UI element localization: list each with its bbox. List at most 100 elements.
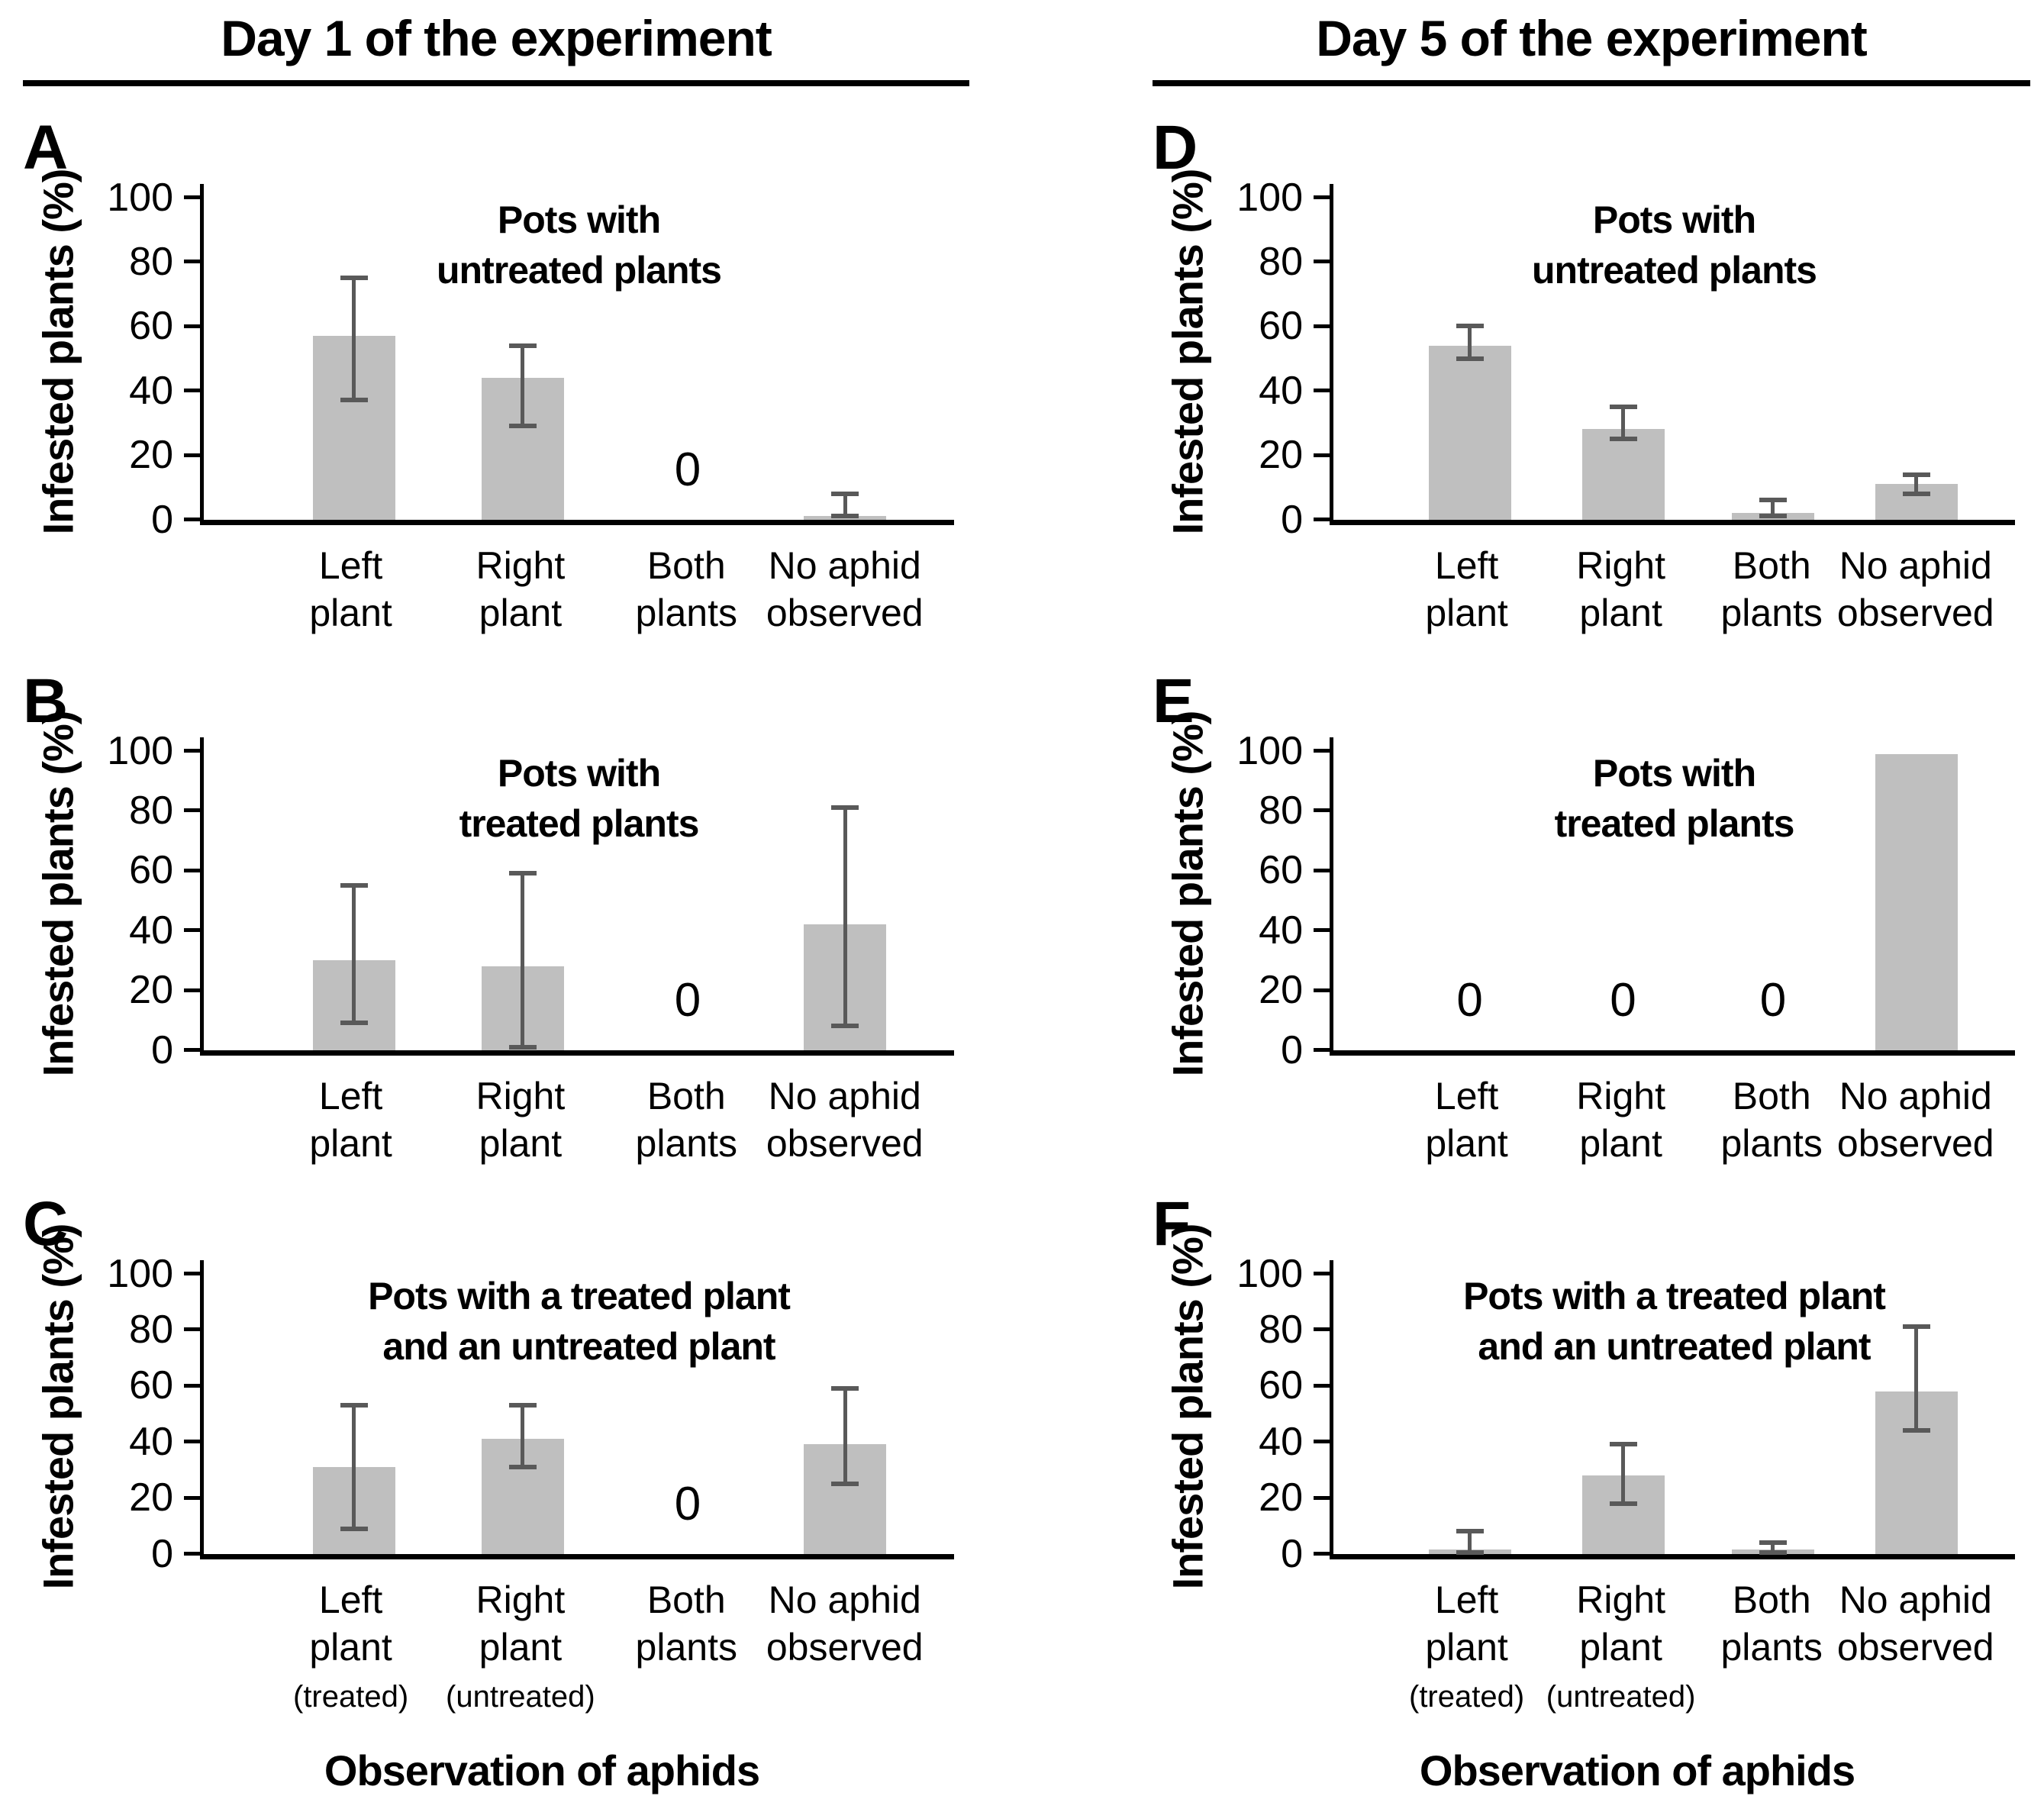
y-tick-label: 0 [1281, 1531, 1303, 1576]
y-axis-label: Infested plants (%) [34, 169, 82, 535]
error-bar [521, 345, 525, 427]
error-bar [352, 278, 356, 401]
plot-title: Pots with treated plants [1333, 748, 2015, 849]
x-tick-label-line: Right [1576, 1074, 1665, 1117]
y-tick-label: 20 [129, 968, 173, 1013]
x-tick-label-line: plant [479, 1122, 563, 1166]
plot-area-A: Pots with untreated plants 0 20 40 60 80 100 0 [107, 178, 954, 540]
x-tick-label-line: Both [646, 543, 726, 587]
y-tick-label: 100 [1236, 1251, 1303, 1296]
x-tick-label-line: plants [1720, 1626, 1823, 1669]
y-tick-label: 40 [129, 368, 173, 413]
error-bar [521, 1405, 525, 1467]
y-tick-label: 20 [129, 433, 173, 478]
error-bar-cap [831, 514, 859, 519]
x-tick-label-line: Both [1732, 543, 1811, 587]
y-tick-label: 0 [1281, 497, 1303, 542]
column-header-day1: Day 1 of the experiment [23, 11, 969, 86]
zero-value-label: 0 [1610, 973, 1636, 1027]
chart-main-A: Pots with untreated plants 0 20 40 60 80 100 0 Le… [93, 178, 969, 647]
x-tick-labels: Left plant (treated) Right plant (untreated) B… [200, 1559, 954, 1735]
plot-title-line: untreated plants [1532, 248, 1817, 292]
y-tick-mark [184, 260, 204, 264]
y-tick-label: 0 [151, 497, 173, 542]
x-tick-label-line: Right [1576, 1578, 1665, 1621]
error-bar-cap [831, 1024, 859, 1029]
y-tick-label: 80 [1259, 239, 1303, 284]
x-tick-label: Both plants [583, 1576, 789, 1672]
error-bar-cap [340, 1403, 368, 1408]
x-tick-label-line: No aphid [1839, 1578, 1992, 1621]
y-tick-mark [184, 808, 204, 813]
x-tick-label: No aphid observed [1813, 1576, 2019, 1672]
column-day1: Day 1 of the experiment A Infested plants… [23, 11, 969, 1795]
x-tick-label-line: plant [1425, 1122, 1508, 1166]
x-tick-labels: Left plant (treated) Right plant (untreated) B… [1330, 1559, 2015, 1735]
x-tick-label-line: plant [1425, 592, 1508, 635]
error-bar-cap [1902, 472, 1930, 477]
y-tick-mark [184, 1440, 204, 1444]
x-tick-label-line: Right [1576, 543, 1665, 587]
bar [1875, 753, 1958, 1050]
x-tick-label-line: observed [766, 592, 924, 635]
column-header-day5: Day 5 of the experiment [1153, 11, 2030, 86]
y-tick-mark [1314, 260, 1333, 264]
y-tick-label: 100 [1236, 175, 1303, 220]
y-tick-mark [184, 1048, 204, 1053]
panel-letter-C: C [23, 1188, 69, 1259]
x-tick-label: Both plants [583, 1072, 789, 1168]
x-tick-label: Left plant [248, 1072, 454, 1168]
y-tick-mark [1314, 868, 1333, 872]
column-day5: Day 5 of the experiment D Infested plants… [1153, 11, 2030, 1795]
chart-E: Infested plants (%) Pots with treated plan… [1153, 711, 2030, 1178]
error-bar [1468, 1531, 1472, 1553]
x-tick-label: Left plant (treated) [248, 1576, 454, 1716]
x-axis-title: Observation of aphids [324, 1746, 760, 1794]
x-tick-label-line: plant [479, 1626, 563, 1669]
panels-day5: D Infested plants (%) Pots with untreated p… [1153, 116, 2030, 1795]
chart-main-B: Pots with treated plants 0 20 40 60 80 100 0 Left… [93, 731, 969, 1178]
x-tick-label-line: plants [1720, 592, 1823, 635]
x-tick-label: No aphid observed [742, 542, 948, 637]
y-tick-label: 100 [107, 728, 173, 773]
y-axis-label-area: Infested plants (%) [23, 711, 93, 1178]
y-tick-mark [184, 1327, 204, 1332]
error-bar-cap [1609, 404, 1637, 409]
error-bar-cap [1902, 491, 1930, 496]
x-tick-label: Right plant [418, 542, 624, 637]
bar [1428, 345, 1511, 520]
x-tick-label: Both plants [583, 542, 789, 637]
y-tick-mark [184, 749, 204, 753]
chart-F: Infested plants (%) Pots with a treated p… [1153, 1224, 2030, 1735]
y-tick-label: 60 [129, 1363, 173, 1408]
panel-F: F Infested plants (%) Pots with a treated … [1153, 1192, 2030, 1795]
x-tick-label-line: plant [1579, 1626, 1662, 1669]
y-tick-mark [184, 1383, 204, 1388]
x-tick-label-line: plant [309, 592, 392, 635]
y-axis-label-area: Infested plants (%) [1153, 711, 1223, 1178]
plot-title: Pots with treated plants [204, 748, 954, 849]
zero-value-label: 0 [1759, 973, 1787, 1027]
y-tick-mark [1314, 928, 1333, 933]
y-tick-label: 100 [107, 1251, 173, 1296]
x-tick-label: Right plant [1518, 542, 1724, 637]
y-tick-label: 40 [129, 1419, 173, 1464]
chart-main-F: Pots with a treated plant and an untreate… [1223, 1254, 2030, 1735]
plot-title-line: Pots with [497, 198, 661, 241]
panel-E: E Infested plants (%) Pots with treated pla… [1153, 669, 2030, 1178]
error-bar [843, 1388, 847, 1484]
y-tick-label: 0 [1281, 1027, 1303, 1072]
y-tick-mark [1314, 1048, 1333, 1053]
error-bar-cap [1902, 1324, 1930, 1330]
error-bar-cap [508, 1464, 537, 1469]
y-tick-label: 40 [1259, 368, 1303, 413]
x-tick-label-line: No aphid [1839, 1074, 1992, 1117]
y-tick-mark [1314, 1272, 1333, 1276]
chart-main-E: Pots with treated plants 0 20 40 60 80 100 0 0 0 Le… [1223, 731, 2030, 1178]
error-bar [843, 493, 847, 517]
error-bar [1468, 326, 1472, 359]
error-bar-cap [1609, 1501, 1637, 1506]
error-bar-cap [1759, 1549, 1787, 1555]
y-tick-mark [1314, 324, 1333, 328]
x-tick-label-line: Both [1732, 1578, 1811, 1621]
